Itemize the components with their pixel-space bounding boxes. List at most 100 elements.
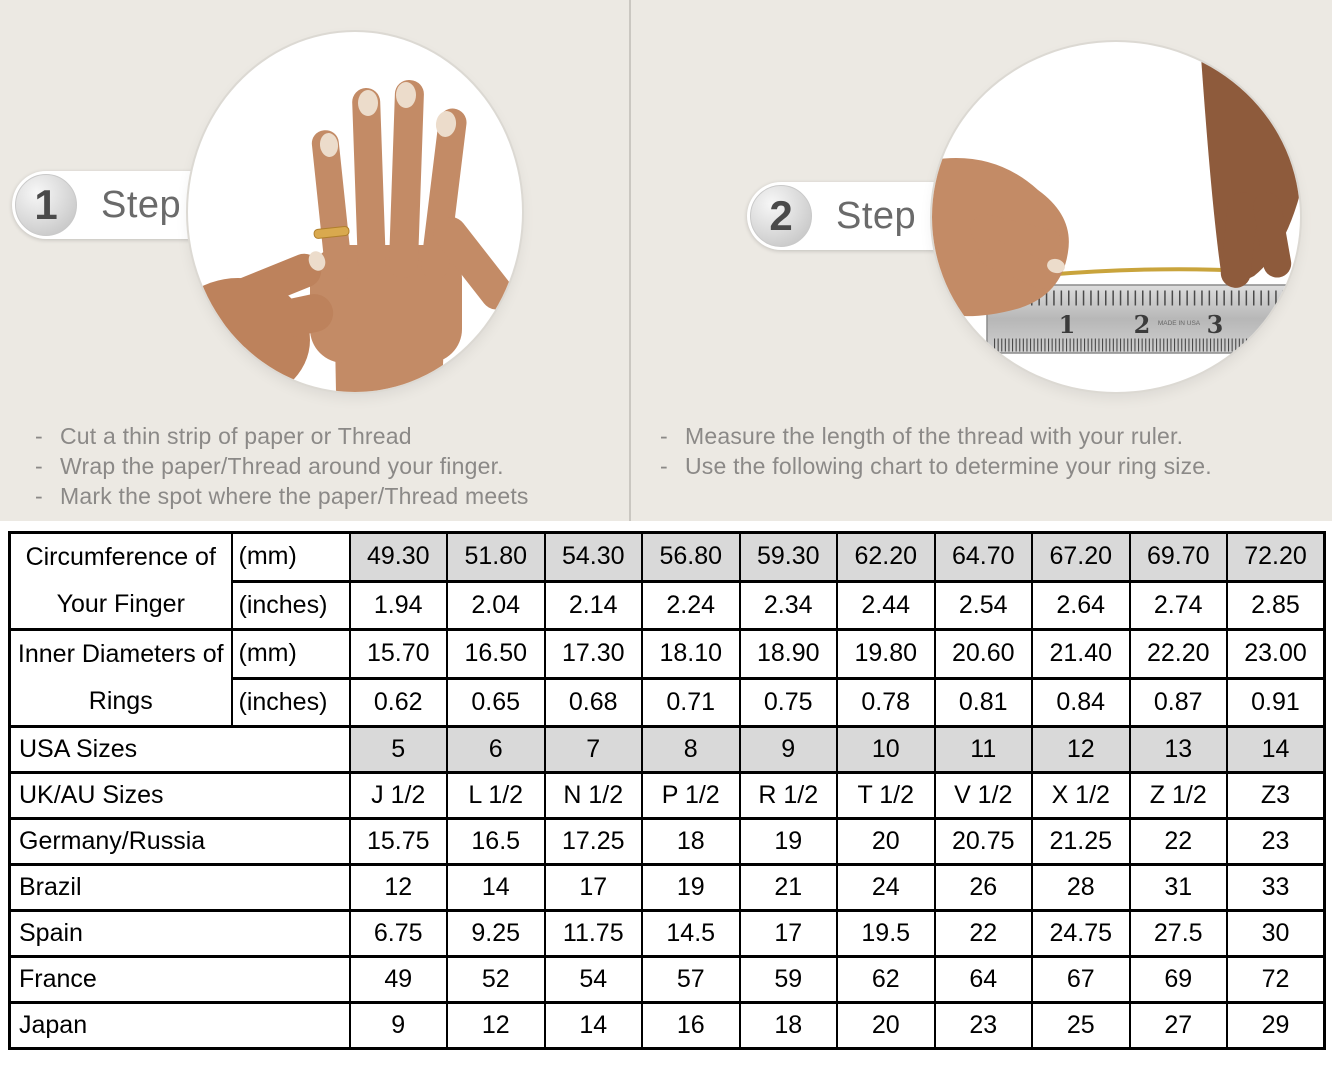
size-cell: 67 xyxy=(1031,955,1131,1004)
table-row: France 49 52 54 57 59 62 64 67 69 72 xyxy=(8,955,1326,1004)
unit-label: (inches) xyxy=(230,580,351,631)
size-cell: 18 xyxy=(738,1001,838,1050)
row-label: UK/AU Sizes xyxy=(8,771,351,820)
step1-number: 1 xyxy=(34,181,58,228)
table-row: USA Sizes 5 6 7 8 9 10 11 12 13 14 xyxy=(8,725,1326,774)
size-cell: 13 xyxy=(1128,725,1228,774)
size-cell: 27.5 xyxy=(1128,909,1228,958)
size-cell: 12 xyxy=(1031,725,1131,774)
left-hand xyxy=(932,158,1069,317)
instructions-section: 1 Step 2 Step xyxy=(0,0,1332,521)
size-cell: 49.30 xyxy=(348,531,448,582)
size-cell: 20.75 xyxy=(933,817,1033,866)
size-cell: 18.90 xyxy=(738,628,838,679)
size-cell: 8 xyxy=(641,725,741,774)
second-hand-fingernail xyxy=(308,251,326,271)
size-cell: 17 xyxy=(543,863,643,912)
size-cell: 52 xyxy=(446,955,546,1004)
size-cell: 25 xyxy=(1031,1001,1131,1050)
table-row: Brazil 12 14 17 19 21 24 26 28 31 33 xyxy=(8,863,1326,912)
size-cell: 72 xyxy=(1226,955,1326,1004)
size-cell: 2.74 xyxy=(1128,580,1228,631)
size-cell: 17.30 xyxy=(543,628,643,679)
size-cell: 9 xyxy=(348,1001,448,1050)
size-cell: 11 xyxy=(933,725,1033,774)
size-cell: 54 xyxy=(543,955,643,1004)
size-cell: 24.75 xyxy=(1031,909,1131,958)
size-cell: 0.62 xyxy=(348,677,448,728)
size-cell: 72.20 xyxy=(1226,531,1326,582)
size-cell: 26 xyxy=(933,863,1033,912)
measuring-thread-illustration: 1 2 3 MADE IN USA xyxy=(932,42,1300,354)
size-cell: 0.75 xyxy=(738,677,838,728)
unit-label: (mm) xyxy=(230,628,351,679)
size-cell: 2.44 xyxy=(836,580,936,631)
gold-thread xyxy=(1042,267,1252,277)
main-hand xyxy=(310,80,514,392)
size-cell: 22 xyxy=(933,909,1033,958)
size-cell: 16.5 xyxy=(446,817,546,866)
unit-label: (mm) xyxy=(230,531,351,582)
size-cell: 31 xyxy=(1128,863,1228,912)
row-label: France xyxy=(8,955,351,1004)
table-row: Inner Diameters of Rings (mm) 15.70 16.50 17… xyxy=(8,628,1326,728)
size-cell: 2.24 xyxy=(641,580,741,631)
fingernails xyxy=(319,82,457,157)
size-cell: J 1/2 xyxy=(348,771,448,820)
size-cell: 0.71 xyxy=(641,677,741,728)
row-label: Brazil xyxy=(8,863,351,912)
size-cell: 0.84 xyxy=(1031,677,1131,728)
instruction-line: Mark the spot where the paper/Thread mee… xyxy=(33,481,618,511)
size-cell: 2.14 xyxy=(543,580,643,631)
step1-number-circle: 1 xyxy=(15,174,77,236)
size-cell: 21.40 xyxy=(1031,628,1131,679)
step1-label: Step xyxy=(101,183,182,226)
size-cell: Z 1/2 xyxy=(1128,771,1228,820)
size-cell: 0.81 xyxy=(933,677,1033,728)
size-cell: 19 xyxy=(641,863,741,912)
unit-label: (inches) xyxy=(230,677,351,728)
size-cell: X 1/2 xyxy=(1031,771,1131,820)
step2-ruler-photo: 1 2 3 MADE IN USA xyxy=(932,42,1300,392)
instruction-line: Wrap the paper/Thread around your finger… xyxy=(33,451,618,481)
second-hand xyxy=(188,253,334,392)
size-cell: 18.10 xyxy=(641,628,741,679)
size-cell: 1.94 xyxy=(348,580,448,631)
size-cell: 20.60 xyxy=(933,628,1033,679)
size-cell: L 1/2 xyxy=(446,771,546,820)
size-cell: T 1/2 xyxy=(836,771,936,820)
size-cell: 15.70 xyxy=(348,628,448,679)
size-cell: 62 xyxy=(836,955,936,1004)
size-cell: 2.85 xyxy=(1226,580,1326,631)
size-cell: 51.80 xyxy=(446,531,546,582)
table-row: Spain 6.75 9.25 11.75 14.5 17 19.5 22 24.75 27.5 3… xyxy=(8,909,1326,958)
size-cell: 12 xyxy=(446,1001,546,1050)
size-cell: 14 xyxy=(543,1001,643,1050)
size-cell: P 1/2 xyxy=(641,771,741,820)
size-cell: 22 xyxy=(1128,817,1228,866)
size-cell: 14 xyxy=(1226,725,1326,774)
table-row: (inches) 0.62 0.65 0.68 0.71 0.75 0.78 0.81 0.84… xyxy=(9,677,1326,728)
size-cell: N 1/2 xyxy=(543,771,643,820)
ring-size-table: Circumference of Your Finger (mm) 49.30 51.… xyxy=(8,531,1326,1050)
row-label: USA Sizes xyxy=(8,725,351,774)
gold-ring xyxy=(313,226,350,239)
size-cell: 19.80 xyxy=(836,628,936,679)
row-group-label: Circumference of Your Finger xyxy=(8,531,233,631)
size-cell: 16 xyxy=(641,1001,741,1050)
size-cell: 2.34 xyxy=(738,580,838,631)
size-cell: 33 xyxy=(1226,863,1326,912)
size-cell: 0.65 xyxy=(446,677,546,728)
instruction-line: Use the following chart to determine you… xyxy=(658,451,1326,481)
step2-number: 2 xyxy=(769,192,793,239)
size-cell: 67.20 xyxy=(1031,531,1131,582)
size-cell: 9 xyxy=(738,725,838,774)
size-cell: 2.64 xyxy=(1031,580,1131,631)
size-cell: 23.00 xyxy=(1226,628,1326,679)
size-cell: 24 xyxy=(836,863,936,912)
right-hand xyxy=(1200,42,1300,288)
size-cell: 19 xyxy=(738,817,838,866)
row-label: Germany/Russia xyxy=(8,817,351,866)
vertical-divider xyxy=(629,0,631,521)
size-cell: 30 xyxy=(1226,909,1326,958)
